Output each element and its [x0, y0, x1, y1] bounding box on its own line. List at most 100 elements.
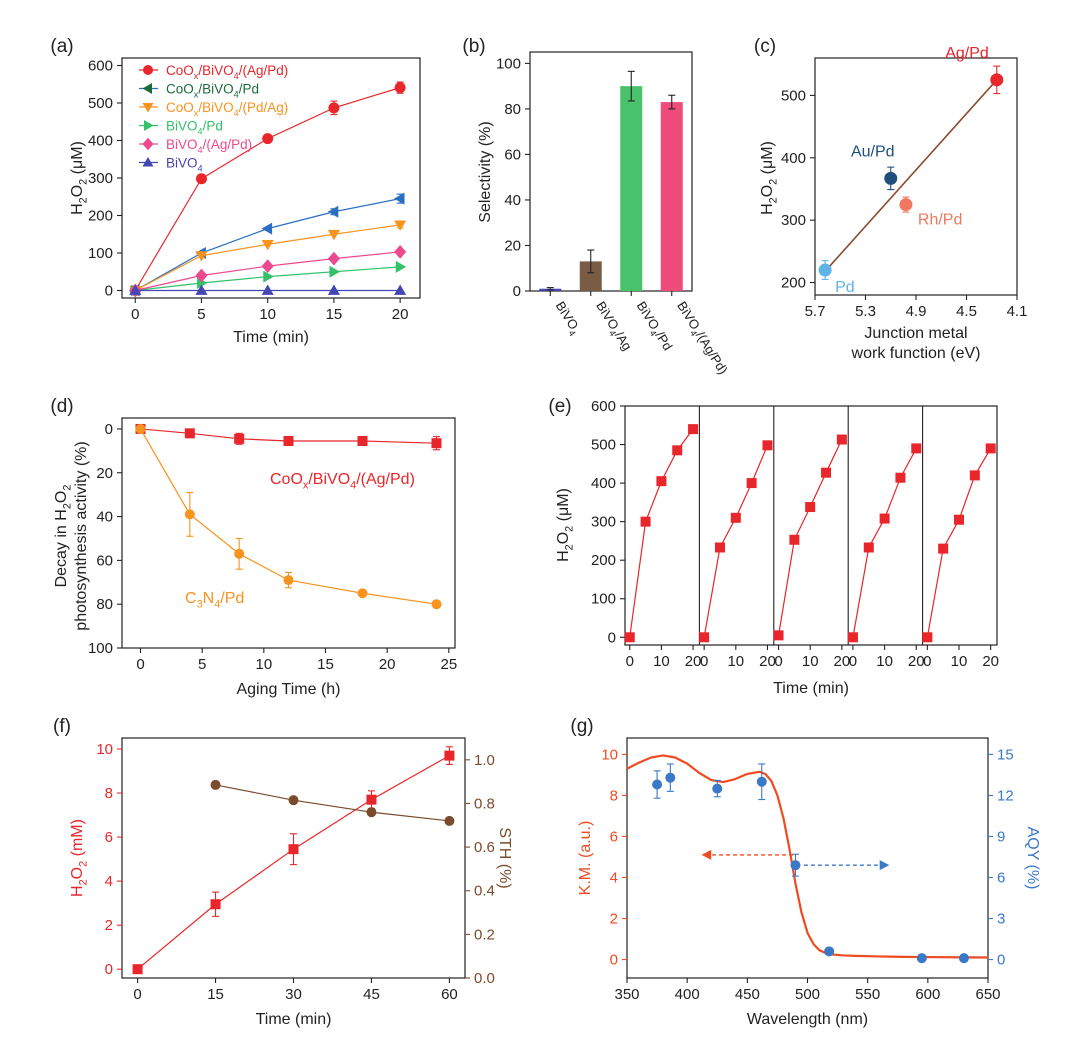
label-part: CoO	[270, 471, 303, 488]
cycle-2	[699, 440, 773, 643]
y-tick-label: 6	[105, 829, 113, 846]
label-part: CoO	[166, 82, 194, 97]
data-point	[773, 630, 784, 641]
label-part: x	[194, 108, 199, 118]
label-part: 4	[234, 108, 239, 118]
x-tick-label: 4.5	[956, 303, 977, 320]
label-part: BiVO	[674, 299, 703, 333]
data-point	[672, 445, 683, 456]
x-tick-label: BiVO4	[550, 299, 584, 338]
y-tick-label: 500	[591, 437, 616, 454]
data-point	[327, 251, 340, 266]
label-part: /BiVO	[198, 63, 233, 78]
label-part: N	[203, 590, 215, 607]
label-part: /Pd	[203, 119, 223, 134]
label-part: 4	[648, 328, 659, 338]
y-tick-label: 200	[88, 208, 113, 225]
point-label: Ag/Pd	[945, 45, 989, 62]
label-part: 4	[234, 71, 239, 81]
right-axis-arrow-head	[879, 860, 890, 871]
y-tick-label: 3	[997, 911, 1005, 928]
data-point	[261, 284, 274, 295]
data-point	[366, 794, 377, 805]
label-part: /BiVO	[198, 100, 233, 115]
y-tick-label: 0	[997, 952, 1005, 969]
legend-marker	[144, 120, 154, 131]
plot-frame	[626, 737, 989, 979]
label-part: (μM)	[555, 488, 572, 526]
data-point	[712, 783, 723, 794]
y-tick-label: 40	[504, 192, 521, 209]
x-tick-label: 20	[685, 653, 702, 670]
data-point	[714, 542, 725, 553]
data-point	[824, 946, 835, 957]
legend-marker	[142, 103, 154, 113]
cycle-5	[922, 443, 996, 643]
label-part: /(Ag/Pd)	[693, 329, 731, 377]
y-tick-label: 400	[88, 133, 113, 150]
y-tick-label: 2	[105, 917, 113, 934]
series-annotation: CoOx/BiVO4/(Ag/Pd)	[270, 471, 415, 491]
x-tick-label: 0	[700, 653, 708, 670]
panel-c: 5.7 5.3 4.9 4.5 4.1 200 300 400 500 (c) Junction m…	[754, 36, 1028, 362]
data-point	[195, 251, 208, 262]
y-tick-label: 8	[105, 785, 113, 802]
series-line	[134, 224, 401, 292]
point-label: Pd	[835, 279, 855, 296]
label-part: H	[555, 550, 572, 562]
x-tick-label: 4.9	[906, 303, 927, 320]
x-tick-label: 5	[197, 306, 205, 323]
y-tick-label: 600	[591, 398, 616, 415]
label-part: 2	[563, 526, 575, 532]
plot-frame	[624, 405, 998, 646]
y-tick-label: 400	[591, 475, 616, 492]
label-part: 4	[198, 145, 203, 155]
label-part: H	[69, 885, 86, 897]
x-tick-label: 650	[975, 986, 1000, 1003]
x-tick-label: 20	[759, 653, 776, 670]
legend-label: CoOx/BiVO4/Pd	[166, 82, 259, 100]
x-tick-label: BiVO4/Ag	[591, 299, 635, 355]
x-axis-title: Time (min)	[233, 329, 309, 346]
x-tick-label: 0	[923, 653, 931, 670]
data-point	[789, 534, 800, 545]
label-part: 2	[61, 485, 73, 491]
label-part: x	[303, 479, 309, 491]
data-point	[756, 776, 767, 787]
x-tick-label: 10	[802, 653, 819, 670]
x-axis-title: Time (min)	[256, 1011, 332, 1028]
data-point	[624, 632, 635, 643]
y-tick-label: 0.6	[474, 839, 495, 856]
y-tick-label: 500	[88, 95, 113, 112]
legend-label: BiVO4/Pd	[166, 119, 223, 137]
y-tick-label: 300	[591, 514, 616, 531]
data-point	[366, 807, 377, 818]
data-point	[746, 478, 757, 489]
data-point	[821, 467, 832, 478]
bar	[579, 261, 602, 291]
label-part: 4	[607, 328, 618, 338]
x-tick-label: 0	[136, 656, 144, 673]
legend-marker	[142, 137, 154, 151]
data-point	[805, 501, 816, 512]
data-point	[262, 133, 274, 145]
y-tick-label: 6	[610, 828, 618, 845]
data-point	[327, 229, 340, 241]
data-point	[261, 259, 274, 273]
y-tick-label: 200	[781, 275, 806, 292]
x-tick-label: BiVO4/Pd	[631, 299, 675, 355]
y-tick-label: 40	[96, 509, 113, 526]
x-tick-label: 400	[675, 986, 700, 1003]
x-tick-label: 15	[317, 656, 334, 673]
label-part: 2	[563, 544, 575, 550]
data-point	[132, 964, 143, 975]
label-part: O	[69, 867, 86, 879]
legend-marker	[142, 83, 152, 94]
x-tick-label: 5	[198, 656, 206, 673]
label-part: BiVO	[166, 119, 198, 134]
x-tick-label: 0	[849, 653, 857, 670]
label-part: /(Ag/Pd)	[356, 471, 415, 488]
y-tick-label: 300	[781, 212, 806, 229]
series-line	[139, 428, 437, 605]
